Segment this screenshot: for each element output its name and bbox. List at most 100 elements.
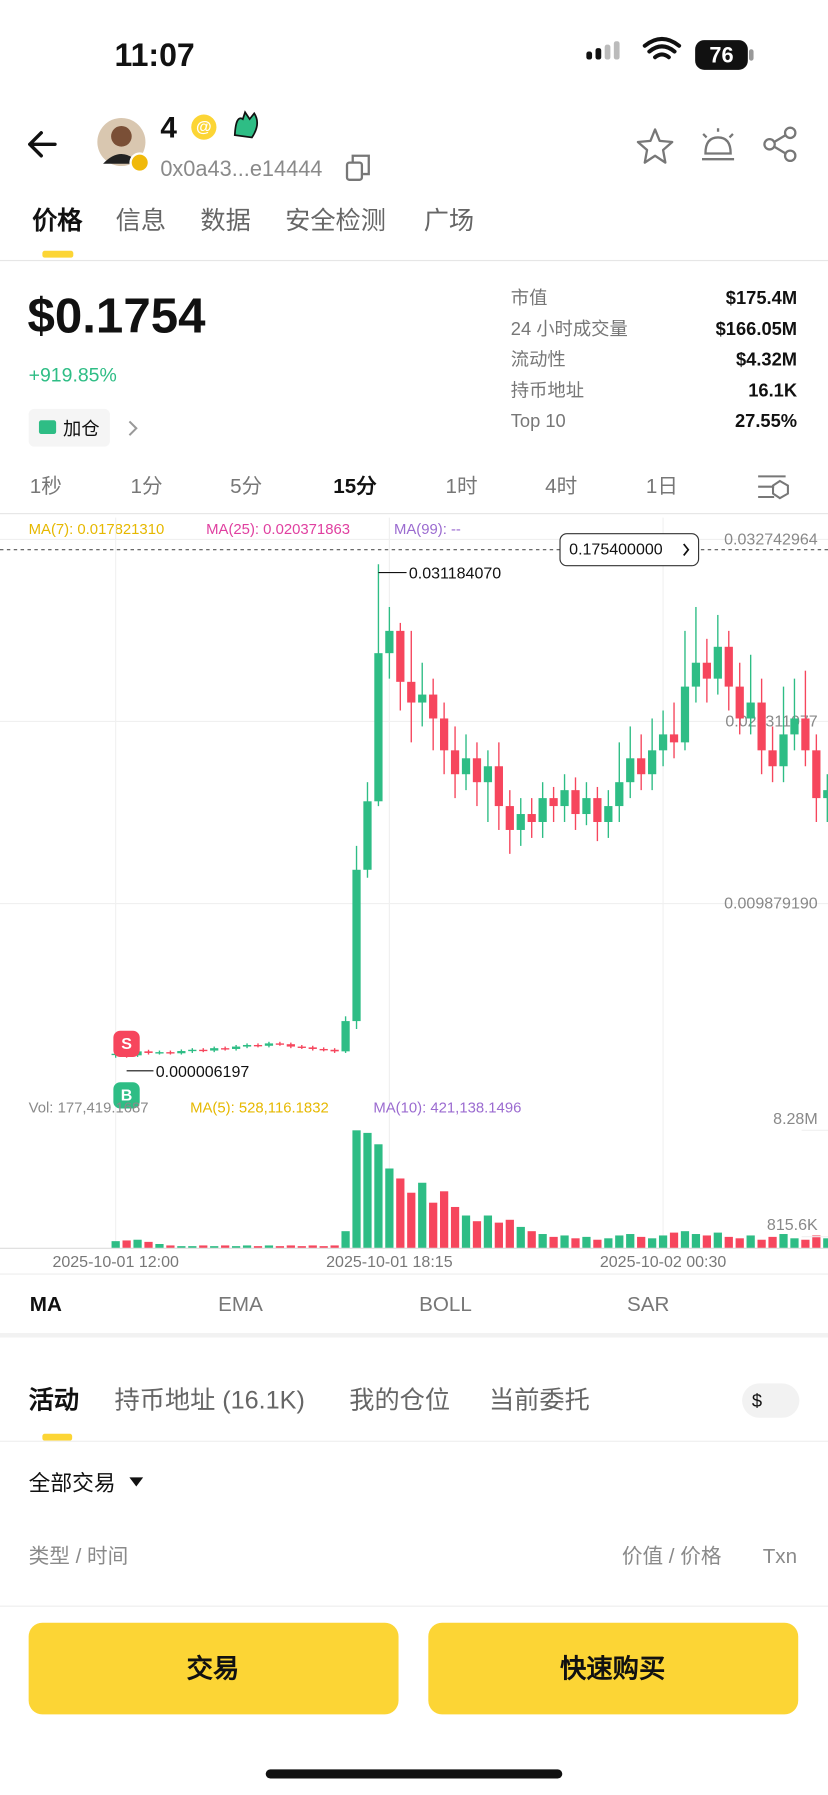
stat-label: 市值 bbox=[511, 287, 548, 308]
column-header: 类型 / 时间 bbox=[29, 1545, 129, 1568]
candle-body bbox=[505, 806, 514, 830]
price-change: +919.85% bbox=[29, 365, 117, 387]
volume-bar bbox=[396, 1178, 405, 1249]
mention-glyph: @ bbox=[196, 118, 212, 136]
interval-tab[interactable]: 4时 bbox=[545, 475, 577, 498]
clock: 11:07 bbox=[115, 37, 195, 73]
volume-bar bbox=[221, 1245, 230, 1249]
interval-tab[interactable]: 1秒 bbox=[30, 475, 62, 498]
battery-icon bbox=[695, 40, 748, 70]
candle-body bbox=[352, 869, 361, 1022]
tab[interactable]: 信息 bbox=[116, 207, 166, 235]
candle-body bbox=[724, 646, 733, 687]
interval-tab[interactable]: 5分 bbox=[230, 475, 262, 498]
volume-bar bbox=[275, 1246, 285, 1249]
interval-tab[interactable]: 1时 bbox=[445, 475, 477, 498]
trade-filter[interactable]: 全部交易 bbox=[29, 1471, 116, 1496]
volume-bar bbox=[757, 1239, 766, 1249]
candle-body bbox=[812, 750, 821, 799]
candle-body bbox=[199, 1049, 208, 1052]
volume-bar bbox=[188, 1246, 197, 1249]
volume-bar bbox=[648, 1238, 657, 1249]
activity-tab[interactable]: 持币地址 (16.1K) bbox=[115, 1387, 305, 1415]
indicator-tab[interactable]: EMA bbox=[218, 1293, 263, 1316]
interval-tab[interactable]: 1分 bbox=[131, 475, 163, 498]
current-price-box bbox=[559, 533, 700, 567]
price-chart: MA(7): 0.017821310 MA(25): 0.020371863 MA(… bbox=[0, 517, 828, 1271]
x-tick-label: 2025-10-02 00:30 bbox=[600, 1253, 727, 1271]
chart-settings-button[interactable] bbox=[758, 475, 789, 500]
currency-label: $ bbox=[752, 1390, 762, 1411]
y-tick-label: 0.032742964 bbox=[724, 530, 818, 548]
stat-label: 24 小时成交量 bbox=[511, 318, 628, 339]
tab[interactable]: 广场 bbox=[424, 207, 474, 235]
add-position-button[interactable] bbox=[28, 408, 110, 447]
indicator-tab[interactable]: BOLL bbox=[419, 1293, 472, 1316]
volume-bar bbox=[790, 1238, 799, 1249]
divider bbox=[0, 259, 828, 262]
volume-bar bbox=[615, 1235, 624, 1249]
candle-body bbox=[801, 718, 810, 751]
activity-tab[interactable]: 当前委托 bbox=[489, 1387, 590, 1415]
candle-body bbox=[450, 750, 460, 775]
currency-toggle[interactable] bbox=[742, 1383, 800, 1418]
legend-entry: MA(10): 421,138.1496 bbox=[373, 1101, 521, 1117]
alert-button[interactable] bbox=[702, 128, 735, 161]
tab[interactable]: 价格 bbox=[32, 206, 83, 235]
candle-body bbox=[527, 814, 536, 822]
min-label: 0.000006197 bbox=[156, 1063, 250, 1081]
back-button[interactable] bbox=[28, 131, 57, 158]
volume-bar bbox=[439, 1191, 449, 1249]
volume-bar bbox=[308, 1245, 317, 1249]
tab[interactable]: 数据 bbox=[200, 207, 250, 235]
volume-bar bbox=[330, 1245, 339, 1249]
candle-body bbox=[341, 1021, 350, 1052]
candle-body bbox=[188, 1049, 197, 1052]
column-header: Txn bbox=[763, 1545, 797, 1568]
candle-body bbox=[768, 750, 777, 767]
y-tick-label: 815.6K bbox=[767, 1216, 818, 1234]
favorite-button[interactable] bbox=[636, 128, 674, 164]
interval-bar: 1秒 1分 5分 15分 1时 4时 1日 bbox=[30, 475, 678, 498]
candle-body bbox=[264, 1043, 274, 1046]
candle-body bbox=[626, 758, 635, 783]
sell-marker-label: S bbox=[121, 1035, 132, 1053]
volume-bar bbox=[637, 1236, 646, 1249]
candle-body bbox=[669, 734, 679, 743]
activity-tab[interactable]: 活动 bbox=[29, 1387, 79, 1415]
candle-body bbox=[680, 686, 690, 743]
share-button[interactable] bbox=[763, 126, 797, 163]
candle-body bbox=[472, 758, 482, 783]
trade-button[interactable] bbox=[28, 1622, 399, 1715]
candle-body bbox=[790, 718, 799, 735]
add-position-label: 加仓 bbox=[63, 418, 100, 439]
chevron bbox=[128, 420, 138, 436]
indicator-tab[interactable]: MA bbox=[30, 1293, 62, 1316]
activity-tab[interactable]: 我的仓位 bbox=[349, 1387, 450, 1415]
volume-bar bbox=[691, 1234, 701, 1249]
candle-body bbox=[275, 1043, 285, 1045]
interval-tab[interactable]: 15分 bbox=[333, 475, 377, 498]
candle-body bbox=[637, 758, 646, 775]
indicator-tab[interactable]: SAR bbox=[627, 1293, 669, 1316]
legend-entry: MA(99): -- bbox=[394, 522, 461, 538]
buy-marker-label: B bbox=[121, 1086, 133, 1104]
volume-bar bbox=[418, 1182, 427, 1249]
volume-bar bbox=[199, 1245, 208, 1249]
interval-tab[interactable]: 1日 bbox=[646, 475, 678, 498]
volume-bar bbox=[429, 1202, 438, 1249]
tab[interactable]: 安全检测 bbox=[285, 207, 386, 235]
volume-bar bbox=[746, 1235, 755, 1249]
candle-body bbox=[746, 702, 755, 719]
candle-body bbox=[549, 798, 558, 807]
price: $0.1754 bbox=[27, 289, 206, 344]
wifi-icon bbox=[642, 36, 682, 60]
candle-body bbox=[648, 750, 657, 775]
volume-bar bbox=[385, 1168, 394, 1249]
candle-body bbox=[735, 686, 744, 719]
trade-button-label: 交易 bbox=[187, 1654, 240, 1684]
quick-buy-button[interactable] bbox=[428, 1622, 799, 1715]
copy-button[interactable] bbox=[345, 154, 370, 181]
volume-bar bbox=[658, 1235, 668, 1249]
